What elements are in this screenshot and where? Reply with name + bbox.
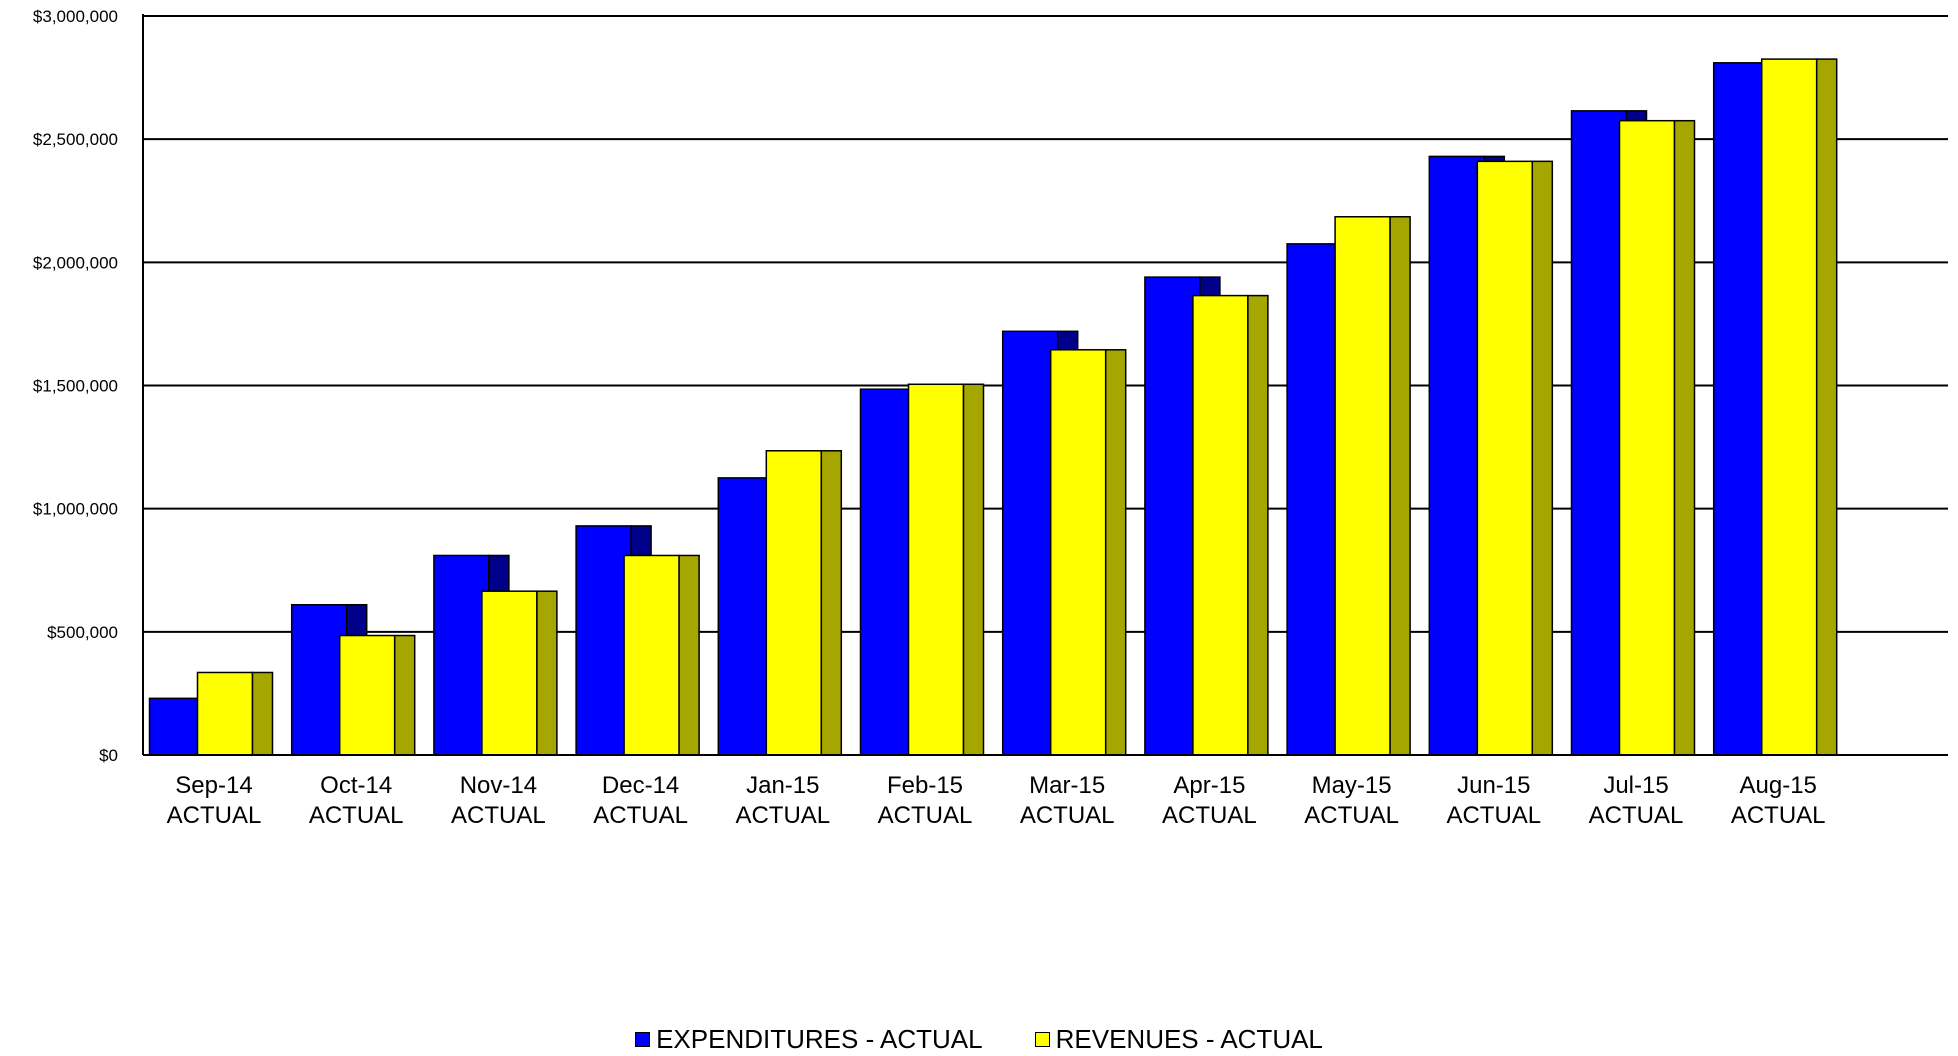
bar-revenues-Jan-15 xyxy=(765,450,843,756)
bar-side xyxy=(393,634,416,756)
bar-side xyxy=(251,671,274,756)
x-tick-label: ACTUAL xyxy=(1589,802,1684,829)
bar-face xyxy=(765,450,823,756)
x-tick-label: Nov-14 xyxy=(460,772,537,799)
x-tick-label: ACTUAL xyxy=(593,802,688,829)
x-tick-label: Dec-14 xyxy=(602,772,679,799)
x-axis-tick-labels: Sep-14 ACTUAL Oct-14 ACTUAL Nov-14 ACTUAL Dec-… xyxy=(167,772,1826,829)
bar-face xyxy=(623,554,680,756)
legend-swatch xyxy=(1034,1031,1050,1047)
y-tick-label: $1,500,000 xyxy=(33,377,118,396)
bar-face xyxy=(1144,276,1201,756)
y-axis-tick-labels: $0 $500,000 $1,000,000 $1,500,000 $2,000,000… xyxy=(33,7,118,765)
x-tick-label: Jul-15 xyxy=(1603,772,1668,799)
y-tick-label: $2,000,000 xyxy=(33,253,118,272)
x-tick-label: ACTUAL xyxy=(1731,802,1826,829)
bar-face xyxy=(1570,110,1628,756)
bar-side xyxy=(1104,349,1127,756)
bar-chart: $0 $500,000 $1,000,000 $1,500,000 $2,000,000… xyxy=(33,7,1948,829)
x-tick-label: ACTUAL xyxy=(451,802,546,829)
bar-revenues-Oct-14 xyxy=(338,634,416,756)
bar-face xyxy=(433,554,490,756)
legend-swatch xyxy=(635,1031,651,1047)
y-tick-label: $2,500,000 xyxy=(33,130,118,149)
x-tick-label: Feb-15 xyxy=(887,772,963,799)
bar-side xyxy=(1673,119,1696,756)
bar-revenues-Sep-14 xyxy=(196,671,274,756)
bar-face xyxy=(1049,349,1107,756)
bar-face xyxy=(717,477,775,756)
bar-side xyxy=(820,450,843,756)
bar-side xyxy=(536,590,558,756)
x-tick-label: ACTUAL xyxy=(1304,802,1399,829)
bar-face xyxy=(290,603,348,756)
bar-side xyxy=(1389,216,1411,756)
x-tick-label: Sep-14 xyxy=(175,772,252,799)
bar-side xyxy=(678,554,700,756)
bar-face xyxy=(196,671,254,756)
x-tick-label: Apr-15 xyxy=(1173,772,1245,799)
bar-face xyxy=(481,590,538,756)
bar-revenues-Jul-15 xyxy=(1618,119,1696,756)
legend: EXPENDITURES - ACTUAL REVENUES - ACTUAL xyxy=(0,1022,1958,1056)
y-tick-label: $1,000,000 xyxy=(33,500,118,519)
bars xyxy=(148,58,1838,756)
bar-face xyxy=(1334,216,1391,756)
bar-face xyxy=(859,388,917,756)
bar-face xyxy=(575,525,632,756)
bar-face xyxy=(338,634,396,756)
bar-side xyxy=(1247,294,1269,756)
bar-side xyxy=(1531,160,1554,756)
legend-item: EXPENDITURES - ACTUAL xyxy=(635,1024,983,1055)
x-tick-label: ACTUAL xyxy=(309,802,404,829)
bar-face xyxy=(1712,62,1770,756)
bar-face xyxy=(148,697,206,756)
x-tick-label: Oct-14 xyxy=(320,772,392,799)
x-tick-label: ACTUAL xyxy=(167,802,262,829)
bar-face xyxy=(1428,155,1486,756)
bar-revenues-Dec-14 xyxy=(623,554,700,756)
bar-revenues-Apr-15 xyxy=(1192,294,1269,756)
legend-label: EXPENDITURES - ACTUAL xyxy=(656,1023,983,1054)
y-tick-label: $3,000,000 xyxy=(33,7,118,26)
legend-item: REVENUES - ACTUAL xyxy=(1034,1023,1323,1055)
y-tick-label: $500,000 xyxy=(47,623,118,642)
bar-face xyxy=(1476,160,1534,756)
legend-label: REVENUES - ACTUAL xyxy=(1055,1023,1323,1054)
axes xyxy=(142,14,1948,756)
bar-side xyxy=(1815,58,1838,756)
y-tick-label: $0 xyxy=(99,746,118,765)
x-tick-label: ACTUAL xyxy=(1446,802,1541,829)
bar-revenues-Nov-14 xyxy=(481,590,558,756)
x-tick-label: ACTUAL xyxy=(1162,802,1257,829)
x-tick-label: ACTUAL xyxy=(878,802,973,829)
bar-revenues-Feb-15 xyxy=(907,383,985,756)
x-tick-label: Mar-15 xyxy=(1029,772,1105,799)
bar-face xyxy=(1001,330,1059,756)
bar-revenues-Aug-15 xyxy=(1760,58,1838,756)
x-tick-label: Jun-15 xyxy=(1457,772,1530,799)
x-tick-label: Aug-15 xyxy=(1740,772,1817,799)
bar-face xyxy=(1286,243,1343,756)
bar-face xyxy=(1192,294,1249,756)
x-tick-label: May-15 xyxy=(1312,772,1392,799)
bar-face xyxy=(1618,119,1676,756)
bar-side xyxy=(962,383,985,756)
bar-revenues-Jun-15 xyxy=(1476,160,1554,756)
bar-revenues-Mar-15 xyxy=(1049,349,1127,756)
bar-face xyxy=(907,383,965,756)
x-tick-label: ACTUAL xyxy=(735,802,830,829)
x-tick-label: ACTUAL xyxy=(1020,802,1115,829)
x-tick-label: Jan-15 xyxy=(746,772,819,799)
bar-face xyxy=(1760,58,1818,756)
bar-revenues-May-15 xyxy=(1334,216,1411,756)
